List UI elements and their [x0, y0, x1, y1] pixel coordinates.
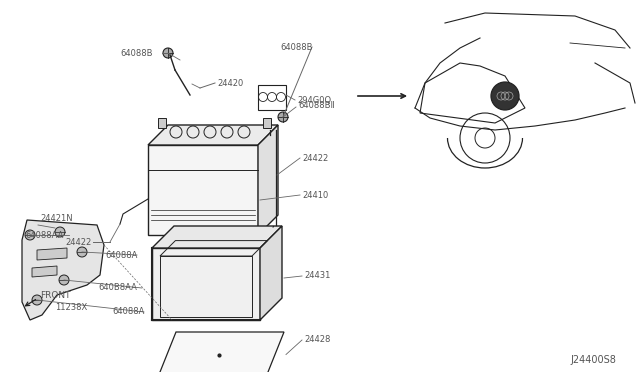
- Text: 64088B: 64088B: [120, 48, 152, 58]
- Text: 64088A: 64088A: [112, 308, 145, 317]
- Polygon shape: [260, 226, 282, 320]
- Circle shape: [59, 275, 69, 285]
- Bar: [263, 118, 271, 128]
- Text: 64088B: 64088B: [280, 42, 312, 51]
- Polygon shape: [258, 125, 278, 235]
- Bar: [158, 118, 166, 128]
- Polygon shape: [22, 220, 104, 320]
- Circle shape: [25, 230, 35, 240]
- Text: 64088BⅡ: 64088BⅡ: [298, 100, 335, 109]
- Polygon shape: [37, 248, 67, 260]
- Text: 11238X: 11238X: [55, 304, 87, 312]
- Text: 24421N: 24421N: [40, 214, 72, 222]
- Circle shape: [77, 247, 87, 257]
- Polygon shape: [158, 332, 284, 372]
- Circle shape: [491, 82, 519, 110]
- Text: 64088A: 64088A: [105, 250, 138, 260]
- Text: 24431: 24431: [304, 272, 330, 280]
- Text: 24428: 24428: [304, 336, 330, 344]
- Polygon shape: [152, 226, 282, 248]
- Polygon shape: [32, 266, 57, 277]
- Bar: [258, 85, 286, 110]
- Text: 64088AA: 64088AA: [25, 231, 63, 240]
- Text: J24400S8: J24400S8: [570, 355, 616, 365]
- Polygon shape: [152, 248, 260, 320]
- Circle shape: [278, 112, 288, 122]
- Text: 24420: 24420: [217, 78, 243, 87]
- Circle shape: [32, 295, 42, 305]
- Text: 24422: 24422: [65, 237, 92, 247]
- Circle shape: [163, 48, 173, 58]
- Text: 24422: 24422: [302, 154, 328, 163]
- Text: FRONT: FRONT: [40, 292, 70, 301]
- Text: 640B8AA: 640B8AA: [98, 283, 137, 292]
- Text: 24410: 24410: [302, 190, 328, 199]
- Text: 294G0Q: 294G0Q: [297, 96, 331, 105]
- Polygon shape: [148, 145, 258, 235]
- Circle shape: [55, 227, 65, 237]
- Polygon shape: [148, 125, 278, 145]
